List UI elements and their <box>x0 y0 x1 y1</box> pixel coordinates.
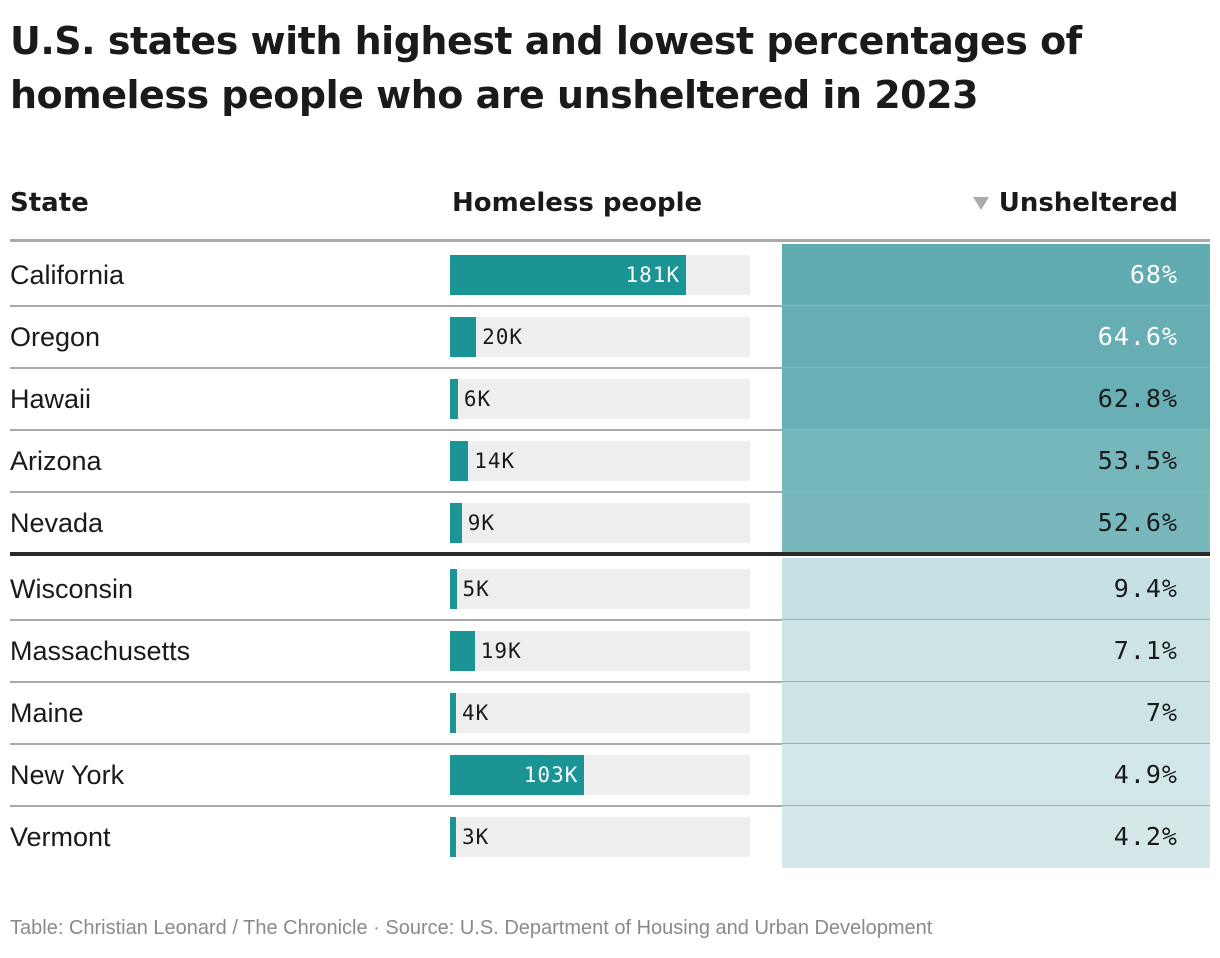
homeless-value-label: 19K <box>480 639 522 663</box>
homeless-bar <box>450 755 585 795</box>
column-header-homeless[interactable]: Homeless people <box>452 188 703 218</box>
table-row: Vermont 3K 4.2% <box>0 806 1220 868</box>
homeless-value-label: 14K <box>474 449 516 473</box>
homeless-value-label: 4K <box>462 701 490 725</box>
row-divider <box>10 305 1210 307</box>
homeless-bar <box>450 569 457 609</box>
unsheltered-value-label: 64.6% <box>1097 322 1178 351</box>
table-row: Hawaii 6K 62.8% <box>0 368 1220 431</box>
homeless-bar <box>450 503 462 543</box>
unsheltered-value-label: 68% <box>1129 260 1178 289</box>
state-name: Wisconsin <box>10 574 134 604</box>
homeless-bar-track: 19K <box>450 631 750 671</box>
unsheltered-cell: 7.1% <box>782 620 1210 682</box>
table-row: Maine 4K 7% <box>0 682 1220 745</box>
group-divider <box>10 552 1210 556</box>
row-divider <box>10 491 1210 493</box>
state-name: California <box>10 260 125 290</box>
sort-descending-icon <box>972 196 989 210</box>
homeless-value-label: 20K <box>482 325 524 349</box>
table-row: Arizona 14K 53.5% <box>0 430 1220 493</box>
chart-title: U.S. states with highest and lowest perc… <box>10 19 1082 117</box>
unsheltered-cell: 7% <box>782 682 1210 744</box>
row-divider <box>10 681 1210 683</box>
row-divider <box>10 367 1210 369</box>
column-header-unsheltered-label: Unsheltered <box>998 188 1178 218</box>
state-name: New York <box>10 760 125 790</box>
unsheltered-value-label: 52.6% <box>1097 508 1178 537</box>
homeless-value-label: 3K <box>462 825 490 849</box>
unsheltered-cell: 62.8% <box>782 368 1210 430</box>
state-name: Vermont <box>10 822 111 852</box>
homeless-bar <box>450 817 456 857</box>
homeless-bar-track: 9K <box>450 503 750 543</box>
table-row: Nevada 9K 52.6% <box>0 492 1220 554</box>
homeless-bar-track: 3K <box>450 817 750 857</box>
state-name: Massachusetts <box>10 636 191 666</box>
unsheltered-cell: 68% <box>782 244 1210 306</box>
unsheltered-value-label: 62.8% <box>1097 384 1178 413</box>
homeless-bar-track: 20K <box>450 317 750 357</box>
row-divider <box>10 619 1210 621</box>
homeless-bar-track: 5K <box>450 569 750 609</box>
homeless-bar <box>450 379 458 419</box>
table-row: New York 103K 4.9% <box>0 744 1220 807</box>
unsheltered-value-label: 4.9% <box>1113 760 1178 789</box>
state-name: Hawaii <box>10 384 92 414</box>
table-row: California 181K 68% <box>0 244 1220 307</box>
homeless-bar-track: 4K <box>450 693 750 733</box>
unsheltered-cell: 9.4% <box>782 558 1210 620</box>
source-credit: Table: Christian Leonard / The Chronicle… <box>10 917 933 939</box>
homeless-value-label: 103K <box>523 763 579 787</box>
unsheltered-cell: 52.6% <box>782 492 1210 554</box>
homeless-bar-track: 103K <box>450 755 750 795</box>
table-row: Wisconsin 5K 9.4% <box>0 558 1220 621</box>
homeless-bar-track: 6K <box>450 379 750 419</box>
state-name: Arizona <box>10 446 102 476</box>
row-divider <box>10 429 1210 431</box>
homeless-bar <box>450 631 475 671</box>
homeless-bar <box>450 255 687 295</box>
unsheltered-value-label: 9.4% <box>1113 574 1178 603</box>
homeless-bar <box>450 693 456 733</box>
unsheltered-value-label: 53.5% <box>1097 446 1178 475</box>
table-row: Massachusetts 19K 7.1% <box>0 620 1220 683</box>
unsheltered-cell: 64.6% <box>782 306 1210 368</box>
unsheltered-value-label: 7% <box>1145 698 1178 727</box>
homeless-value-label: 181K <box>625 263 681 287</box>
homeless-value-label: 5K <box>462 577 490 601</box>
homeless-bar-track: 181K <box>450 255 750 295</box>
unsheltered-cell: 4.2% <box>782 806 1210 868</box>
row-divider <box>10 805 1210 807</box>
unsheltered-cell: 53.5% <box>782 430 1210 492</box>
state-name: Nevada <box>10 508 104 538</box>
homeless-bar-track: 14K <box>450 441 750 481</box>
column-header-unsheltered[interactable]: Unsheltered <box>972 188 1178 218</box>
header-rule <box>10 239 1210 242</box>
row-divider <box>10 743 1210 745</box>
unsheltered-cell: 4.9% <box>782 744 1210 806</box>
unsheltered-value-label: 4.2% <box>1113 822 1178 851</box>
homeless-value-label: 9K <box>467 511 496 535</box>
homeless-value-label: 6K <box>463 387 492 411</box>
table-row: Oregon 20K 64.6% <box>0 306 1220 369</box>
homeless-bar <box>450 317 477 357</box>
unsheltered-value-label: 7.1% <box>1113 636 1178 665</box>
state-name: Maine <box>10 698 84 728</box>
state-name: Oregon <box>10 322 101 352</box>
column-header-state[interactable]: State <box>10 188 89 218</box>
homeless-bar <box>450 441 469 481</box>
